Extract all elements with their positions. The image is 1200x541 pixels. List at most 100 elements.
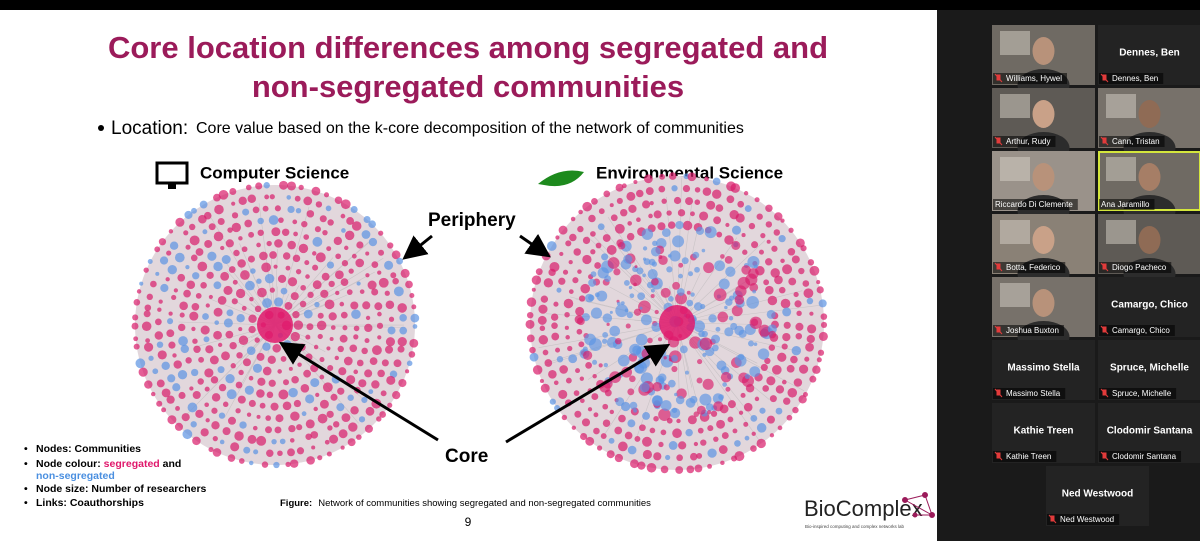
name-label-background: [993, 262, 1066, 273]
network-node: [241, 305, 247, 311]
participant-tile[interactable]: Cann, Tristan: [1098, 88, 1200, 164]
network-node: [195, 292, 202, 299]
network-node: [777, 352, 787, 362]
network-node: [353, 325, 360, 332]
participant-tile[interactable]: Diogo Pacheco: [1098, 214, 1200, 290]
network-node: [758, 324, 771, 337]
network-node: [411, 304, 417, 310]
network-node: [238, 327, 243, 332]
network-node: [620, 208, 628, 217]
participant-tile[interactable]: Massimo Stella Massimo Stella: [992, 340, 1095, 400]
network-node: [627, 221, 632, 226]
network-node: [687, 271, 694, 277]
network-node: [624, 431, 633, 440]
network-node: [720, 371, 732, 383]
network-node: [265, 415, 272, 421]
networks: [131, 172, 828, 474]
network-node: [365, 251, 370, 256]
network-node: [696, 452, 703, 459]
participant-gallery: Williams, Hywel Dennes, Ben Dennes, Ben Art…: [992, 25, 1200, 526]
network-node: [329, 434, 339, 444]
network-node: [643, 258, 651, 266]
participant-name: Joshua Buxton: [1006, 326, 1059, 335]
network-node: [637, 292, 646, 301]
network-node: [722, 382, 727, 387]
network-node: [671, 354, 678, 362]
network-node: [582, 236, 591, 245]
network-node: [319, 215, 327, 223]
network-node: [645, 187, 654, 195]
slide-title: Core location differences among segregat…: [108, 30, 828, 65]
network-node: [731, 225, 742, 235]
participant-display-name: Clodomir Santana: [1107, 426, 1193, 437]
network-node: [724, 305, 728, 310]
network-node: [654, 309, 659, 315]
network-node: [319, 357, 325, 363]
network-node: [685, 370, 689, 375]
name-label-background: [1099, 451, 1182, 462]
participant-tile[interactable]: Camargo, Chico Camargo, Chico: [1098, 277, 1200, 337]
network-node: [344, 230, 355, 241]
network-node: [608, 437, 615, 444]
network-node: [636, 217, 641, 223]
network-node: [241, 246, 248, 253]
network-node: [526, 297, 537, 307]
network-node: [693, 441, 699, 447]
network-node: [651, 395, 663, 407]
network-node: [675, 292, 688, 305]
network-node: [313, 406, 318, 412]
network-node: [671, 407, 678, 413]
network-node: [236, 352, 243, 359]
network-node: [356, 281, 361, 286]
participant-tile[interactable]: Kathie Treen Kathie Treen: [992, 403, 1095, 463]
network-node: [306, 323, 314, 331]
network-node: [261, 461, 269, 468]
network-node: [582, 346, 588, 352]
network-node: [768, 330, 777, 339]
network-node: [795, 332, 803, 340]
network-node: [713, 401, 724, 412]
network-node: [312, 264, 319, 271]
network-node: [334, 355, 339, 361]
network-node: [256, 278, 262, 284]
network-node: [211, 421, 220, 430]
participant-tile[interactable]: Ana Jaramillo: [1098, 151, 1200, 227]
network-node: [346, 289, 353, 295]
participant-tile[interactable]: Clodomir Santana Clodomir Santana: [1098, 403, 1200, 463]
network-node: [165, 277, 170, 282]
network-node: [627, 419, 636, 428]
network-node: [150, 280, 157, 288]
network-node: [694, 266, 700, 273]
muted-mic-icon: [1100, 451, 1109, 461]
network-node: [623, 280, 630, 286]
network-node: [663, 356, 667, 360]
network-node: [289, 438, 295, 443]
network-node: [678, 262, 684, 268]
network-node: [525, 319, 535, 329]
network-node: [740, 392, 746, 398]
network-node: [155, 271, 160, 276]
network-node: [361, 347, 368, 355]
annotation: Core: [445, 446, 488, 467]
network-node: [786, 414, 793, 421]
network-node: [540, 383, 550, 393]
video-background-detail: [1106, 220, 1136, 244]
network-node: [725, 386, 731, 392]
network-node: [667, 221, 676, 229]
network-node: [588, 214, 596, 223]
network-node: [191, 207, 197, 214]
participant-tile[interactable]: Spruce, Michelle Spruce, Michelle: [1098, 340, 1200, 400]
network-node: [159, 256, 169, 265]
participant-tile[interactable]: Ned Westwood Ned Westwood: [1046, 466, 1149, 526]
network-node: [570, 216, 576, 222]
network-node: [361, 230, 371, 239]
network-node: [638, 300, 651, 314]
network-node: [707, 463, 712, 469]
participant-display-name: Camargo, Chico: [1111, 300, 1188, 311]
network-node: [198, 356, 205, 363]
network-node: [756, 438, 766, 449]
network-node: [304, 260, 310, 266]
participant-tile[interactable]: Dennes, Ben Dennes, Ben: [1098, 25, 1200, 85]
network-node: [384, 290, 390, 296]
network-node: [378, 230, 384, 236]
